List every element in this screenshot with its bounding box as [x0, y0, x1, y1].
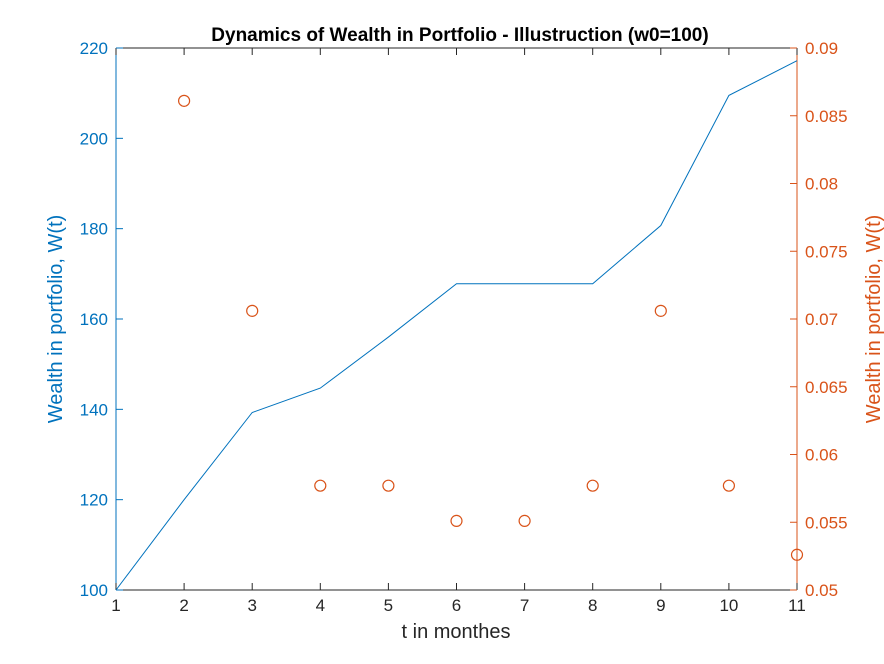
x-tick-label: 5: [384, 596, 393, 615]
x-tick-label: 9: [656, 596, 665, 615]
wealth-line-series: [115, 60, 798, 591]
y-axis-right-label: Wealth in portfolio, W(t): [863, 215, 884, 424]
y-left-tick-label: 220: [80, 39, 108, 58]
y-axis-left-label: Wealth in portfolio, W(t): [45, 215, 67, 424]
x-tick-label: 1: [111, 596, 120, 615]
tick-labels: 1 2 3 4 5 6 7 8 9 10 11 100 120 140 160 180 200 220 0.05 0.…: [80, 39, 848, 615]
x-tick-label: 8: [588, 596, 597, 615]
y-left-tick-label: 140: [80, 400, 108, 419]
wealth-marker-point: [246, 304, 259, 317]
y-right-tick-label: 0.085: [805, 107, 848, 126]
x-tick-label: 7: [520, 596, 529, 615]
x-tick-label: 3: [247, 596, 256, 615]
y-left-tick-label: 160: [80, 310, 108, 329]
wealth-marker-point: [722, 479, 736, 492]
chart-title: Dynamics of Wealth in Portfolio - Illust…: [211, 25, 708, 46]
y-right-tick-label: 0.08: [805, 175, 838, 194]
y-right-tick-label: 0.09: [805, 39, 838, 58]
y-right-tick-label: 0.05: [805, 581, 838, 600]
wealth-marker-point: [178, 94, 191, 107]
x-tick-label: 2: [179, 596, 188, 615]
plot-marks: [115, 60, 804, 591]
x-tick-label: 11: [788, 596, 806, 615]
x-tick-label: 6: [452, 596, 461, 615]
wealth-marker-point: [450, 514, 463, 527]
wealth-marker-point: [790, 548, 804, 561]
wealth-marker-point: [518, 514, 531, 527]
y-right-tick-label: 0.07: [805, 310, 838, 329]
wealth-marker-point: [654, 304, 667, 317]
wealth-marker-point: [586, 479, 599, 492]
y-left-tick-label: 180: [80, 220, 108, 239]
wealth-marker-point: [314, 479, 327, 492]
y-left-tick-label: 120: [80, 491, 108, 510]
y-right-tick-label: 0.06: [805, 446, 838, 465]
x-tick-label: 4: [316, 596, 325, 615]
wealth-marker-point: [382, 479, 395, 492]
y-left-tick-label: 200: [80, 129, 108, 148]
y-right-tick-label: 0.065: [805, 378, 848, 397]
x-axis-label: t in monthes: [402, 621, 511, 643]
plot-axes: [115, 47, 798, 591]
y-right-tick-label: 0.075: [805, 242, 848, 261]
y-right-tick-label: 0.055: [805, 513, 848, 532]
y-left-tick-label: 100: [80, 581, 108, 600]
x-tick-label: 10: [719, 596, 738, 615]
